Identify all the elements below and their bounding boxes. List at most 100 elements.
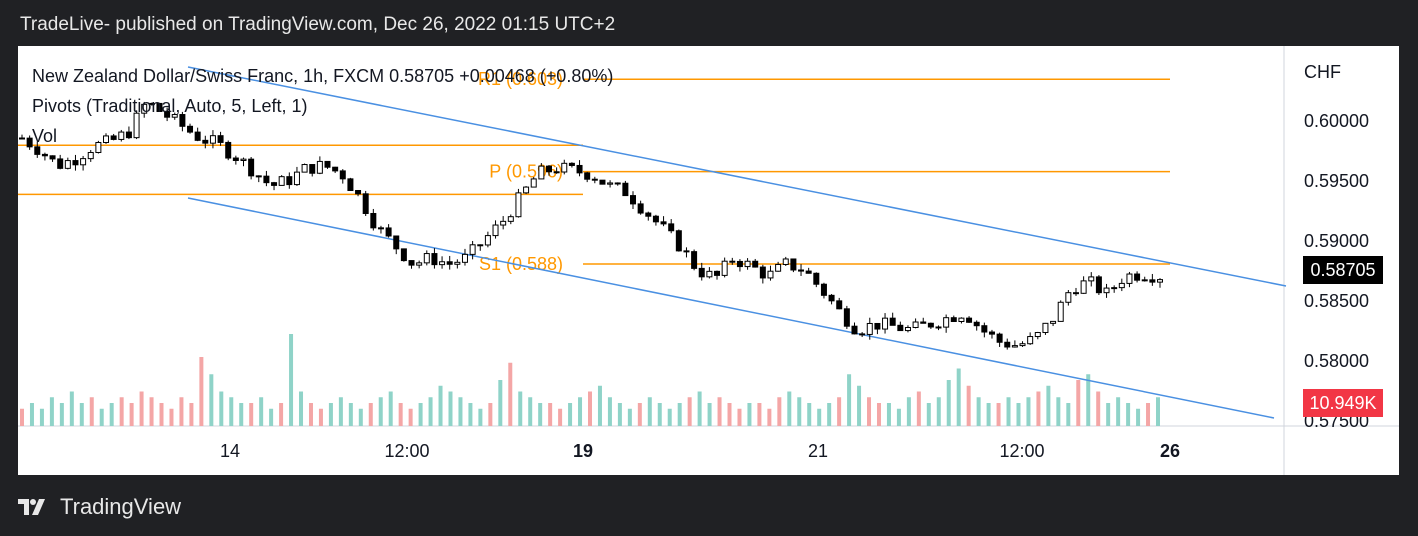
volume-bar: [239, 403, 244, 426]
candle-body: [912, 321, 919, 328]
volume-bar: [817, 408, 822, 426]
candle-body: [377, 227, 384, 230]
publish-header: TradeLive- published on TradingView.com,…: [20, 14, 616, 35]
candle-body: [614, 182, 621, 185]
volume-bar: [578, 397, 583, 426]
candle-body: [553, 171, 560, 174]
volume-bar: [348, 403, 353, 426]
candle-body: [515, 192, 522, 218]
y-tick-label: 0.59500: [1304, 171, 1369, 191]
volume-bar: [906, 397, 911, 426]
candle-body: [461, 253, 468, 263]
volume-bar: [219, 391, 224, 426]
volume-bar: [169, 408, 174, 426]
candle-body: [278, 176, 285, 186]
candle-body: [675, 230, 682, 252]
volume-bar: [847, 374, 852, 426]
candle-body: [263, 175, 270, 184]
volume-bar: [1066, 403, 1071, 426]
candle-body: [691, 251, 698, 269]
volume-bar: [707, 403, 712, 426]
candle-body: [828, 294, 835, 302]
candle-body: [530, 178, 537, 188]
candle-body: [1057, 301, 1064, 322]
volume-bar: [687, 397, 692, 426]
volume-bar: [727, 403, 732, 426]
volume-bar: [289, 334, 294, 426]
volume-bar: [1026, 397, 1031, 426]
legend-volume: Vol: [32, 126, 58, 146]
candle-body: [1118, 282, 1125, 289]
candle-body: [41, 153, 48, 157]
volume-bar: [458, 397, 463, 426]
volume-bar: [299, 391, 304, 426]
x-tick-label: 26: [1160, 441, 1180, 461]
volume-bar: [199, 357, 204, 426]
volume-bar: [916, 391, 921, 426]
volume-bar: [308, 403, 313, 426]
candle-body: [607, 182, 614, 185]
candle-body: [714, 270, 721, 276]
candle-body: [882, 317, 889, 330]
candle-body: [538, 165, 545, 180]
volume-bar: [259, 397, 264, 426]
volume-bar: [428, 397, 433, 426]
candle-body: [202, 139, 209, 144]
candle-body: [309, 164, 316, 174]
candle-body: [164, 110, 171, 118]
candle-body: [362, 193, 369, 214]
volume-bar: [538, 403, 543, 426]
chart-panel[interactable]: 0.60000 0.59500 0.59000 0.58500 0.58000 0.575…: [18, 46, 1399, 475]
volume-bar: [498, 380, 503, 426]
volume-bar: [876, 403, 881, 426]
x-tick-label: 12:00: [999, 441, 1044, 461]
volume-bar: [926, 403, 931, 426]
volume-bar: [627, 408, 632, 426]
axis-unit: CHF: [1304, 62, 1341, 82]
candle-body: [836, 300, 843, 310]
candle-body: [1126, 273, 1133, 284]
volume-bar: [39, 408, 44, 426]
volume-bar: [1146, 403, 1151, 426]
volume-bar: [1106, 403, 1111, 426]
volume-bar: [896, 408, 901, 426]
candle-body: [400, 248, 407, 262]
candle-body: [492, 224, 499, 237]
volume-bar: [318, 408, 323, 426]
volume-bar: [109, 403, 114, 426]
candle-body: [920, 321, 927, 324]
candle-body: [34, 146, 41, 155]
candle-body: [645, 212, 652, 217]
volume-bar: [79, 403, 84, 426]
candle-body: [1042, 322, 1049, 334]
volume-bar: [956, 368, 961, 426]
volume-bar: [1016, 403, 1021, 426]
volume-bar: [149, 397, 154, 426]
volume-bar: [159, 403, 164, 426]
x-tick-label: 19: [573, 441, 593, 461]
candle-body: [729, 260, 736, 263]
candle-body: [431, 253, 438, 266]
candle-body: [927, 322, 934, 328]
volume-bar: [438, 385, 443, 426]
volume-bar: [797, 397, 802, 426]
volume-bar: [328, 403, 333, 426]
volume-bar: [1086, 374, 1091, 426]
tradingview-logo-icon: [18, 499, 45, 515]
legend-symbol: New Zealand Dollar/Swiss Franc, 1h, FXCM: [32, 66, 385, 86]
candle-body: [232, 157, 239, 161]
volume-bar: [1046, 385, 1051, 426]
volume-bar: [548, 403, 553, 426]
pivot-label: R1 (0.603): [478, 69, 563, 89]
volume-bar: [518, 391, 523, 426]
candle-body: [736, 260, 743, 268]
volume-bar: [697, 391, 702, 426]
candle-body: [775, 263, 782, 272]
volume-bar: [209, 374, 214, 426]
volume-bar: [179, 397, 184, 426]
candle-body: [324, 160, 331, 168]
candle-body: [1034, 332, 1041, 338]
candle-body: [187, 125, 194, 133]
candle-body: [568, 162, 575, 166]
volume-bar: [787, 391, 792, 426]
